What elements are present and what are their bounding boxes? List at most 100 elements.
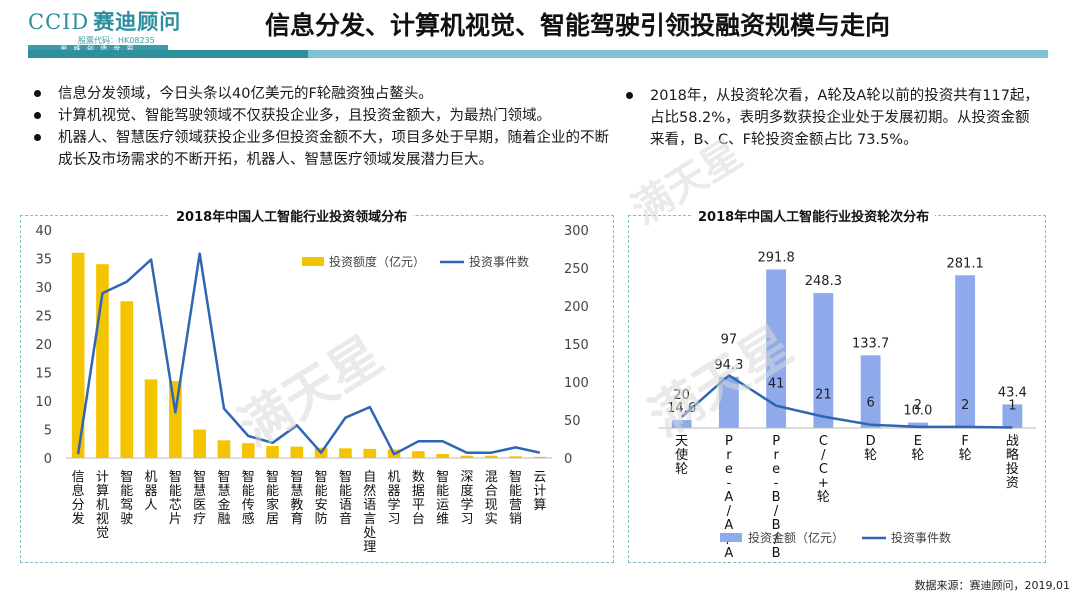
legend-label-bar: 投资额度（亿元） xyxy=(329,254,425,269)
y-tick-label-right: 50 xyxy=(564,414,581,429)
x-tick-label: C / C +轮 xyxy=(817,434,830,505)
y-tick-label-right: 100 xyxy=(564,376,589,391)
line-investment-events xyxy=(76,252,541,456)
data-label-events: 2 xyxy=(914,398,922,413)
legend-swatch-bar xyxy=(302,257,324,266)
chart-title-right: 2018年中国人工智能行业投资轮次分布 xyxy=(692,206,936,225)
bar-investment-amount xyxy=(436,454,449,458)
x-tick-label: 智能语音 xyxy=(339,470,352,527)
y-tick-label-left: 30 xyxy=(35,281,52,296)
bar-investment-amount xyxy=(671,420,692,428)
data-label-amount: 291.8 xyxy=(758,250,795,265)
bar-investment-amount xyxy=(955,275,976,428)
bar-investment-amount xyxy=(484,455,498,458)
x-tick-label: 信息分发 xyxy=(72,470,85,527)
y-tick-label-right: 300 xyxy=(564,224,589,239)
bar-investment-amount xyxy=(533,456,547,458)
bullet-item: 2018年，从投资轮次看，A轮及A轮以前的投资共有117起，占比58.2%，表明… xyxy=(622,85,1042,151)
bar-investment-amount xyxy=(339,448,352,458)
x-tick-label: 机器学习 xyxy=(388,470,401,527)
y-tick-label-left: 0 xyxy=(44,452,52,467)
bar-investment-amount xyxy=(509,456,522,458)
x-tick-label: 智能安防 xyxy=(315,470,328,527)
bar-investment-amount xyxy=(766,269,787,428)
x-tick-label: 智慧金融 xyxy=(217,470,230,527)
line-investment-events xyxy=(680,374,1013,429)
bar-investment-amount xyxy=(290,446,304,458)
data-label-events: 2 xyxy=(961,398,969,413)
x-tick-label: 计算机视觉 xyxy=(96,470,109,541)
legend-label-line: 投资事件数 xyxy=(469,254,529,269)
bar-investment-amount xyxy=(363,448,377,458)
chart-round-distribution: 14.694.3291.8248.3133.710.0281.143.42097… xyxy=(658,250,1036,563)
y-tick-label-right: 200 xyxy=(564,300,589,315)
bar-investment-amount xyxy=(71,252,85,458)
bar-investment-amount xyxy=(120,301,134,458)
x-tick-label: 智能营销 xyxy=(509,470,522,527)
y-tick-label-right: 0 xyxy=(564,452,572,467)
y-tick-label-left: 40 xyxy=(35,224,52,239)
data-label-events: 41 xyxy=(768,377,785,392)
y-tick-label-right: 250 xyxy=(564,262,589,277)
bar-investment-amount xyxy=(860,355,881,428)
x-tick-label: 机器人 xyxy=(145,470,158,513)
bullet-item: 计算机视觉、智能驾驶领域不仅获投企业多，且投资金额大，为最热门领域。 xyxy=(30,105,610,127)
bar-investment-amount xyxy=(193,429,206,458)
bullet-item: 机器人、智慧医疗领域获投企业多但投资金额不大，项目多处于早期，随着企业的不断成长… xyxy=(30,127,610,171)
x-tick-label: 智能驾驶 xyxy=(120,470,133,527)
page-title: 信息分发、计算机视觉、智能驾驶引领投融资规模与走向 xyxy=(265,11,891,40)
x-tick-label: 深度学习 xyxy=(460,470,473,527)
x-tick-label: 云计算 xyxy=(533,470,546,513)
y-tick-label-left: 10 xyxy=(35,395,52,410)
y-tick-label-left: 20 xyxy=(35,338,52,353)
y-tick-label-right: 150 xyxy=(564,338,589,353)
bar-investment-amount xyxy=(169,381,182,458)
bullet-list-right: 2018年，从投资轮次看，A轮及A轮以前的投资共有117起，占比58.2%，表明… xyxy=(622,85,1042,151)
header-divider xyxy=(28,50,1048,58)
x-tick-label: 自然语言处理 xyxy=(363,470,376,555)
bar-investment-amount xyxy=(460,455,474,458)
data-label-amount: 43.4 xyxy=(998,385,1027,400)
x-tick-label: 战略投资 xyxy=(1006,434,1019,491)
y-tick-label-left: 15 xyxy=(35,367,52,382)
data-label-events: 21 xyxy=(815,388,832,403)
data-source: 数据来源：赛迪顾问，2019,01 xyxy=(914,579,1071,592)
bar-investment-amount xyxy=(907,422,928,428)
logo-stock-code: 股票代码：HK08235 xyxy=(78,36,155,45)
x-tick-label: 智能运维 xyxy=(436,470,449,527)
y-tick-label-left: 35 xyxy=(35,253,52,268)
x-tick-label: Pre-A/A/A+轮 xyxy=(722,434,735,563)
data-label-events: 6 xyxy=(866,396,874,411)
data-label-amount: 133.7 xyxy=(852,336,889,351)
data-label-amount: 281.1 xyxy=(947,256,984,271)
x-tick-label: 智慧教育 xyxy=(290,470,303,527)
data-label-amount: 10.0 xyxy=(903,404,932,419)
bar-investment-amount xyxy=(1002,404,1023,428)
logo-slogan: 思 维 创 造 世 界 xyxy=(28,45,168,54)
x-tick-label: 数据平台 xyxy=(412,470,425,527)
bar-investment-amount xyxy=(217,440,231,458)
header-divider-accent xyxy=(28,50,308,58)
logo-text: CCID 赛迪顾问 xyxy=(28,9,182,34)
data-label-amount: 248.3 xyxy=(805,274,842,289)
data-label-amount: 94.3 xyxy=(714,358,743,373)
bar-investment-amount xyxy=(266,446,279,458)
legend-label-line: 投资事件数 xyxy=(891,530,951,545)
x-tick-label: 智慧医疗 xyxy=(193,470,206,527)
x-tick-label: 天使轮 xyxy=(675,434,688,477)
y-tick-label-left: 5 xyxy=(44,424,52,439)
y-tick-label-left: 25 xyxy=(35,310,52,325)
bullet-list-left: 信息分发领域，今日头条以40亿美元的F轮融资独占鳌头。 计算机视觉、智能驾驶领域… xyxy=(30,83,610,171)
legend-label-bar: 投资金额（亿元） xyxy=(748,530,844,545)
x-tick-label: 智能传感 xyxy=(242,470,255,527)
ccid-logo: CCID 赛迪顾问 股票代码：HK08235 思 维 创 造 世 界 xyxy=(28,6,182,56)
bar-investment-amount xyxy=(718,376,739,428)
x-tick-label: 智能家居 xyxy=(266,470,279,527)
chart-title-left: 2018年中国人工智能行业投资领域分布 xyxy=(170,206,414,225)
chart-field-distribution: 0 5 10 15 20 25 30 35 40 0 50 100 150 200 250 300 信息分发计算… xyxy=(35,224,589,555)
x-tick-label: 混合现实 xyxy=(485,470,498,527)
bar-investment-amount xyxy=(813,293,834,428)
bullet-item: 信息分发领域，今日头条以40亿美元的F轮融资独占鳌头。 xyxy=(30,83,610,105)
